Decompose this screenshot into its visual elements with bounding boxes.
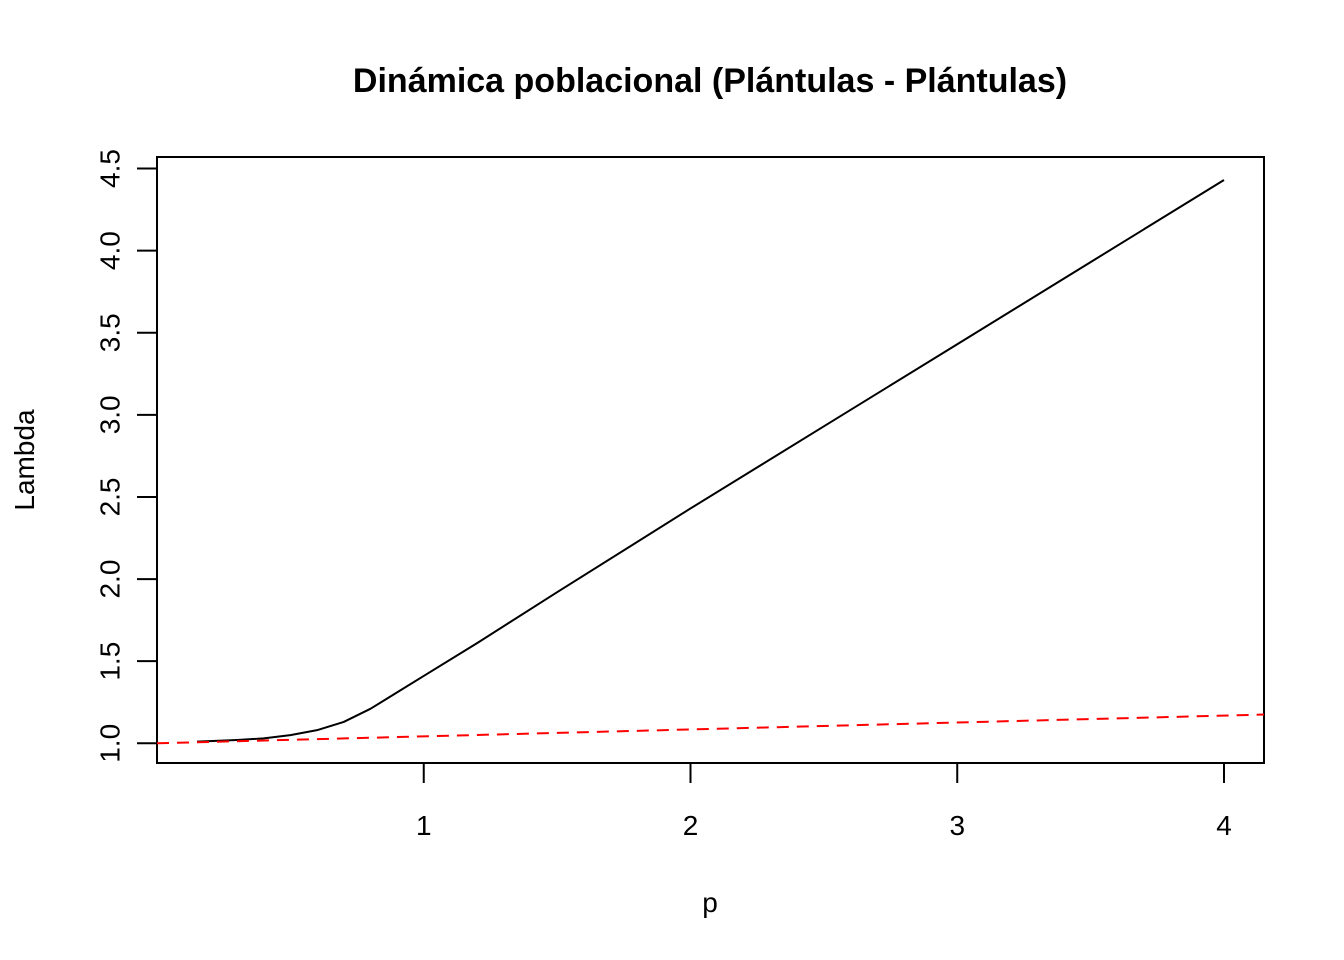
- series-layer: [157, 179, 1264, 745]
- y-tick-label: 3.5: [94, 313, 125, 352]
- x-axis: 1 2 3 4: [416, 762, 1232, 841]
- x-tick-label: 3: [949, 810, 965, 841]
- y-tick-label: 3.0: [94, 395, 125, 434]
- x-tick-label: 4: [1216, 810, 1232, 841]
- y-tick-label: 1.5: [94, 642, 125, 681]
- y-tick-label: 2.5: [94, 477, 125, 516]
- x-tick-label: 1: [416, 810, 432, 841]
- y-axis: 1.0 1.5 2.0 2.5 3.0 3.5 4.0 4.5: [94, 149, 158, 763]
- y-tick-label: 4.5: [94, 149, 125, 188]
- y-tick-label: 4.0: [94, 231, 125, 270]
- x-axis-label: p: [702, 887, 718, 918]
- series-line-reference: [157, 713, 1264, 745]
- y-tick-label: 1.0: [94, 724, 125, 763]
- y-axis-label: Lambda: [9, 409, 40, 511]
- chart-title: Dinámica poblacional (Plántulas - Plántu…: [353, 62, 1067, 100]
- series-line-lambda: [196, 179, 1225, 743]
- plot-frame: [156, 156, 1265, 764]
- y-tick-label: 2.0: [94, 560, 125, 599]
- x-tick-label: 2: [683, 810, 699, 841]
